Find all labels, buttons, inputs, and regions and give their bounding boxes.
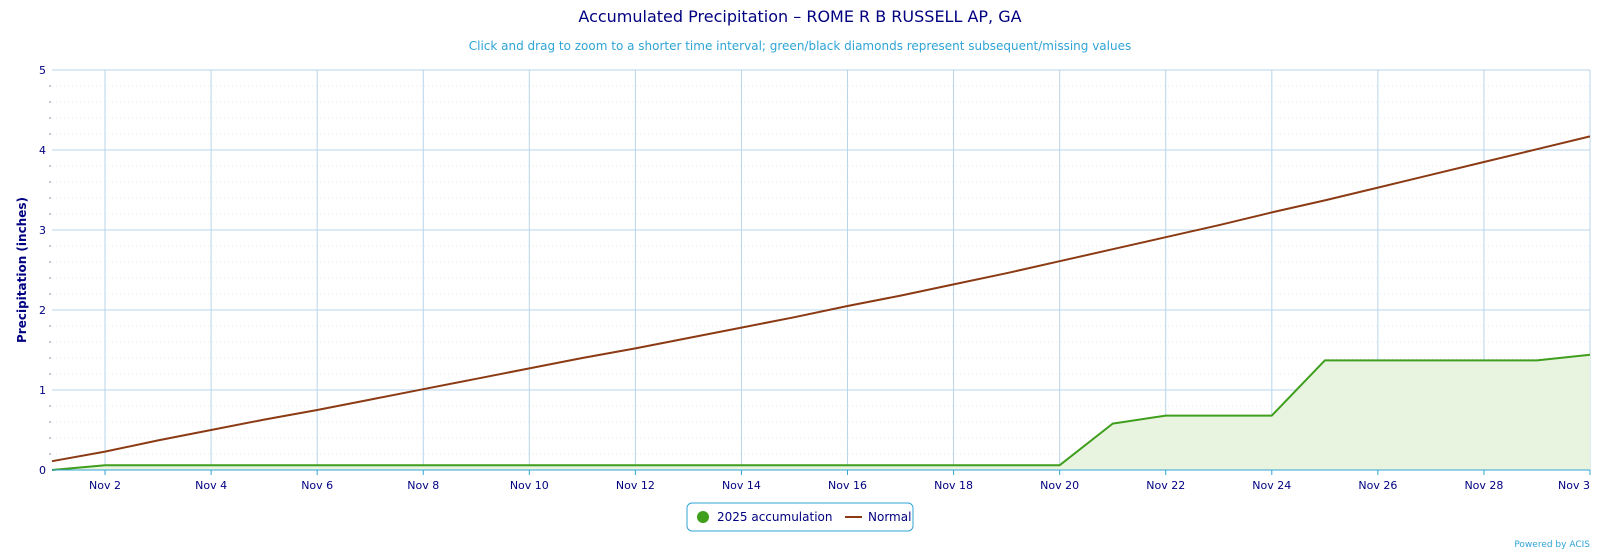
y-axis-label: Precipitation (inches) bbox=[15, 197, 29, 343]
y-tick-label: 0 bbox=[39, 464, 46, 477]
x-tick-label: Nov 4 bbox=[195, 479, 227, 492]
y-tick-label: 2 bbox=[39, 304, 46, 317]
y-tick-label: 5 bbox=[39, 64, 46, 77]
x-tick-label: Nov 28 bbox=[1464, 479, 1503, 492]
legend-box bbox=[686, 502, 914, 532]
x-tick-label: Nov 20 bbox=[1040, 479, 1079, 492]
chart-subtitle: Click and drag to zoom to a shorter time… bbox=[469, 39, 1131, 53]
legend[interactable]: 2025 accumulation Normal bbox=[686, 502, 914, 532]
x-tick-label: Nov 6 bbox=[301, 479, 333, 492]
series-layer bbox=[51, 135, 1591, 471]
legend-normal-label: Normal bbox=[868, 510, 911, 524]
x-tick-label: Nov 14 bbox=[722, 479, 761, 492]
x-tick-label: Nov 8 bbox=[407, 479, 439, 492]
x-tick-label: Nov 18 bbox=[934, 479, 973, 492]
x-tick-label: Nov 12 bbox=[616, 479, 655, 492]
legend-item-accumulation[interactable]: 2025 accumulation bbox=[697, 510, 832, 524]
y-tick-label: 3 bbox=[39, 224, 46, 237]
axes: 0 1 2 3 4 5 Nov 2 Nov 4 Nov 6 Nov 8 Nov 10 Nov 12 No… bbox=[39, 64, 1591, 492]
y-tick-label: 1 bbox=[39, 384, 46, 397]
x-tick-label: Nov 22 bbox=[1146, 479, 1185, 492]
x-tick-label: Nov 24 bbox=[1252, 479, 1291, 492]
x-tick-label: Nov 26 bbox=[1358, 479, 1397, 492]
legend-item-normal[interactable]: Normal bbox=[845, 510, 911, 524]
chart-title: Accumulated Precipitation – ROME R B RUS… bbox=[578, 7, 1021, 26]
credit-link[interactable]: Powered by ACIS bbox=[1514, 540, 1590, 550]
y-tick-label: 4 bbox=[39, 144, 46, 157]
grid bbox=[52, 69, 1591, 471]
x-tick-label: Nov 2 bbox=[89, 479, 121, 492]
x-tick-label: Nov 10 bbox=[510, 479, 549, 492]
x-tick-label: Nov 3 bbox=[1558, 479, 1590, 492]
legend-accumulation-label: 2025 accumulation bbox=[717, 510, 832, 524]
accumulation-line bbox=[51, 353, 1591, 471]
series-area-0 bbox=[52, 354, 1590, 470]
normal-line bbox=[51, 135, 1591, 463]
x-tick-label: Nov 16 bbox=[828, 479, 867, 492]
legend-accumulation-marker bbox=[697, 511, 709, 523]
